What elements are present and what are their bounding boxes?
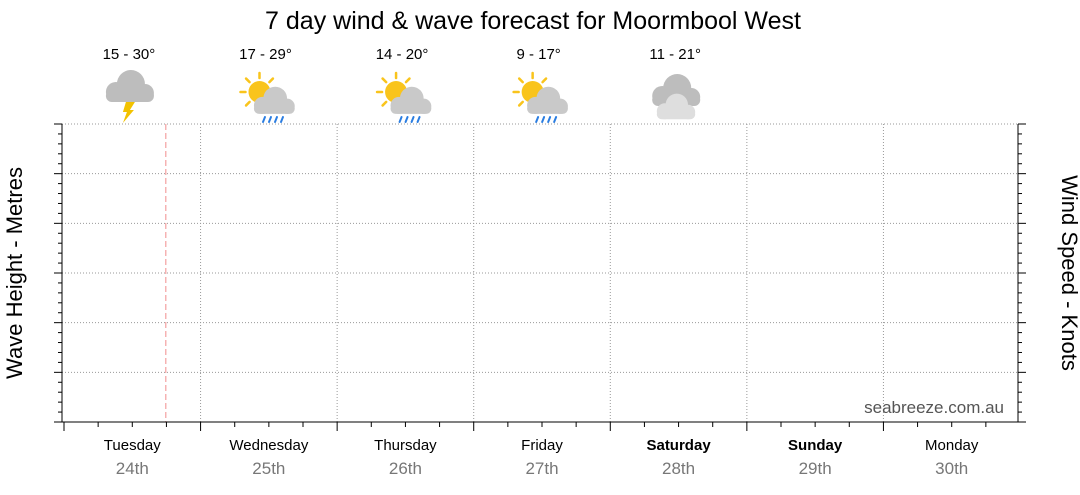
sun-ray xyxy=(541,77,548,84)
rain-drop xyxy=(535,116,540,123)
day-name-label: Saturday xyxy=(646,437,711,454)
sun-ray xyxy=(244,77,251,84)
day-date-label: 28th xyxy=(662,459,695,478)
rain-drop xyxy=(261,116,266,123)
rain-icon xyxy=(535,116,558,123)
cloud-icon xyxy=(527,86,568,114)
sun-ray xyxy=(381,77,388,84)
sun-cloud-rain-icon xyxy=(239,71,295,123)
cloud-base xyxy=(527,103,568,114)
temperature-range-label: 9 - 17° xyxy=(516,46,560,63)
grid-layer xyxy=(62,123,1018,422)
sun-ray xyxy=(517,100,524,107)
rain-drop xyxy=(416,116,421,123)
temperature-range-label: 14 - 20° xyxy=(376,46,429,63)
day-date-label: 30th xyxy=(935,459,968,478)
temperature-range-label: 15 - 30° xyxy=(103,46,156,63)
weather-row: 15 - 30° 17 - 29° 14 - 20° 9 - 17° 11 - 21° xyxy=(103,46,701,123)
day-date-label: 29th xyxy=(799,459,832,478)
rain-drop xyxy=(404,116,409,123)
rain-drop xyxy=(553,116,558,123)
cloud-icon xyxy=(390,86,432,114)
day-name-label: Wednesday xyxy=(229,437,308,454)
storm-cloud-icon xyxy=(105,70,154,123)
cloud-icon xyxy=(105,70,154,102)
cloud-base xyxy=(390,103,432,114)
y-axis-left-label: Wave Height - Metres xyxy=(2,167,27,379)
rain-drop xyxy=(279,116,284,123)
sun-ray xyxy=(404,77,411,84)
rain-drop xyxy=(267,116,272,123)
cloud-base xyxy=(253,103,295,114)
rain-drop xyxy=(547,116,552,123)
sun-ray xyxy=(517,77,524,84)
cloud-icon xyxy=(253,86,295,114)
x-axis-labels: Tuesday 24th Wednesday 25th Thursday 26th Frid… xyxy=(104,437,979,478)
day-name-label: Friday xyxy=(521,437,563,454)
chart-title: 7 day wind & wave forecast for Moormbool… xyxy=(265,7,801,35)
rain-icon xyxy=(261,116,284,123)
day-name-label: Sunday xyxy=(788,437,843,454)
y-axis-right-label: Wind Speed - Knots xyxy=(1057,175,1080,371)
rain-drop xyxy=(410,116,415,123)
temperature-range-label: 17 - 29° xyxy=(239,46,292,63)
day-date-label: 26th xyxy=(389,459,422,478)
cloud-base xyxy=(105,90,154,102)
day-date-label: 25th xyxy=(252,459,285,478)
lightning-icon xyxy=(122,102,135,123)
cloud-base xyxy=(656,109,696,120)
watermark: seabreeze.com.au xyxy=(864,398,1004,417)
day-name-label: Monday xyxy=(925,437,979,454)
day-name-label: Tuesday xyxy=(104,437,161,454)
rain-icon xyxy=(398,116,421,123)
rain-drop xyxy=(273,116,278,123)
day-name-label: Thursday xyxy=(374,437,437,454)
rain-drop xyxy=(398,116,403,123)
temperature-range-label: 11 - 21° xyxy=(649,46,701,63)
day-date-label: 24th xyxy=(116,459,149,478)
sun-ray xyxy=(381,100,388,107)
axes-layer xyxy=(54,123,1026,431)
sun-ray xyxy=(244,100,251,107)
rain-drop xyxy=(541,116,546,123)
cloud-icon xyxy=(656,93,696,120)
cloudy-icon xyxy=(652,74,701,120)
sun-ray xyxy=(268,77,275,84)
sun-cloud-rain-icon xyxy=(512,71,568,123)
sun-cloud-rain-icon xyxy=(375,71,432,123)
day-date-label: 27th xyxy=(525,459,558,478)
